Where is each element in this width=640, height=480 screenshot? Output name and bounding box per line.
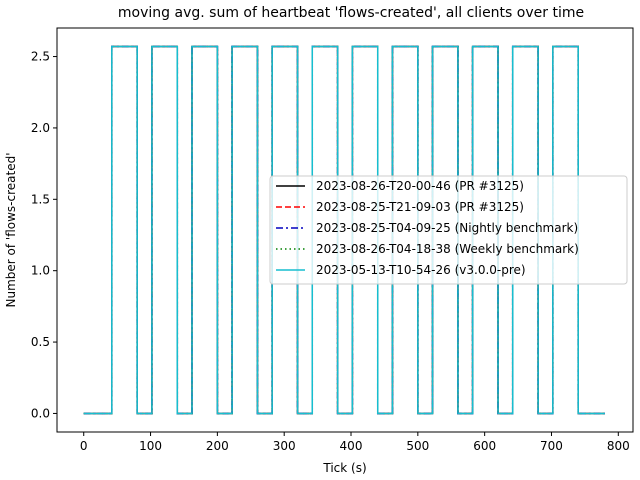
- y-tick-label: 0.5: [31, 335, 50, 349]
- legend-box: [269, 175, 628, 285]
- x-tick-label: 300: [273, 439, 296, 453]
- series-line-5: [83, 45, 605, 415]
- y-axis: 0.0 0.5 1.0 1.5 2.0 2.5: [31, 50, 57, 420]
- plot-frame: [56, 27, 634, 433]
- x-tick-label: 400: [340, 439, 363, 453]
- x-axis: 0 100 200 300 400 500 600 700 800: [80, 432, 630, 453]
- x-tick-label: 0: [80, 439, 88, 453]
- y-tick-label: 2.5: [31, 50, 50, 64]
- x-tick-label: 700: [540, 439, 563, 453]
- y-tick-label: 1.5: [31, 192, 50, 206]
- chart-title: moving avg. sum of heartbeat 'flows-crea…: [118, 5, 584, 21]
- x-tick-label: 200: [206, 439, 229, 453]
- x-axis-label: Tick (s): [322, 461, 366, 475]
- legend-label-2: 2023-08-25-T21-09-03 (PR #3125): [316, 200, 524, 214]
- legend: 2023-08-26-T20-00-46 (PR #3125) 2023-08-2…: [269, 175, 628, 285]
- x-tick-label: 800: [607, 439, 630, 453]
- legend-label-5: 2023-05-13-T10-54-26 (v3.0.0-pre): [316, 263, 526, 277]
- y-tick-label: 1.0: [31, 264, 50, 278]
- series-layer: [83, 45, 605, 415]
- legend-label-1: 2023-08-26-T20-00-46 (PR #3125): [316, 179, 524, 193]
- x-tick-label: 500: [406, 439, 429, 453]
- x-tick-label: 100: [139, 439, 162, 453]
- legend-label-4: 2023-08-26-T04-18-38 (Weekly benchmark): [316, 242, 579, 256]
- legend-label-3: 2023-08-25-T04-09-25 (Nightly benchmark): [316, 221, 578, 235]
- y-tick-label: 0.0: [31, 406, 50, 420]
- y-tick-label: 2.0: [31, 121, 50, 135]
- y-axis-label: Number of 'flows-created': [4, 152, 18, 307]
- x-tick-label: 600: [473, 439, 496, 453]
